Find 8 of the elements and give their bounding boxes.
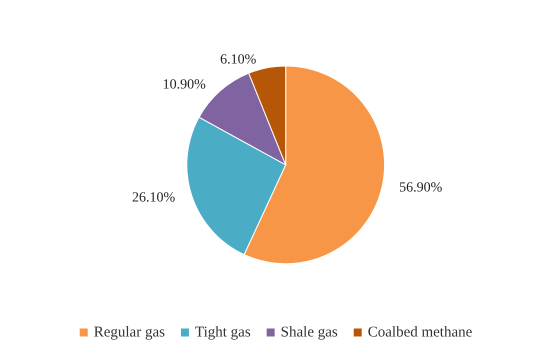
data-label: 10.90% <box>162 77 206 92</box>
legend-label: Tight gas <box>194 324 251 340</box>
data-label: 6.10% <box>220 52 257 68</box>
data-label: 26.10% <box>132 190 176 206</box>
legend-label: Regular gas <box>94 324 166 340</box>
legend-label: Shale gas <box>280 324 338 340</box>
legend-label: Coalbed methane <box>368 324 473 340</box>
data-label: 56.90% <box>399 180 443 196</box>
